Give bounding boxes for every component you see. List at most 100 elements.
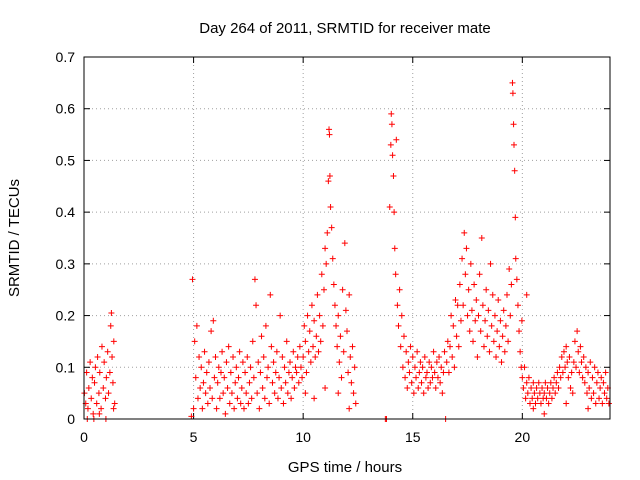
data-point <box>339 286 346 293</box>
data-point <box>466 328 473 335</box>
data-point <box>284 390 291 397</box>
data-point <box>464 312 471 319</box>
data-point <box>350 390 357 397</box>
data-point <box>294 353 301 360</box>
data-point <box>323 260 330 267</box>
data-point <box>429 374 436 381</box>
data-point <box>95 390 102 397</box>
data-point <box>495 297 502 304</box>
data-point <box>347 353 354 360</box>
data-point <box>328 224 335 231</box>
data-point <box>389 152 396 159</box>
data-point <box>564 359 571 366</box>
data-point <box>496 343 503 350</box>
data-point <box>490 338 497 345</box>
data-point <box>552 390 559 397</box>
data-point <box>523 379 530 386</box>
data-point <box>204 400 211 407</box>
x-tick-label: 0 <box>80 429 88 445</box>
data-point <box>417 359 424 366</box>
data-point <box>98 343 105 350</box>
data-point <box>486 348 493 355</box>
data-point <box>594 369 601 376</box>
data-point <box>302 338 309 345</box>
data-point <box>463 245 470 252</box>
data-point <box>388 121 395 128</box>
data-point <box>345 369 352 376</box>
data-point <box>84 405 91 412</box>
grid <box>84 57 610 419</box>
data-point <box>485 307 492 314</box>
data-point <box>411 364 418 371</box>
data-point <box>596 395 603 402</box>
data-point <box>499 333 506 340</box>
data-point <box>104 348 111 355</box>
data-point <box>455 343 462 350</box>
data-point <box>601 390 608 397</box>
data-point <box>528 384 535 391</box>
data-point <box>227 369 234 376</box>
data-point <box>509 90 516 97</box>
plot-frame <box>83 56 611 420</box>
data-point <box>530 379 537 386</box>
data-point <box>287 359 294 366</box>
data-point <box>307 359 314 366</box>
data-point <box>349 343 356 350</box>
data-point <box>311 395 318 402</box>
data-point <box>509 79 516 86</box>
data-point <box>302 390 309 397</box>
data-point <box>562 364 569 371</box>
data-point <box>199 405 206 412</box>
data-point <box>100 384 107 391</box>
data-point <box>304 312 311 319</box>
data-point <box>545 400 552 407</box>
data-point <box>543 395 550 402</box>
data-point <box>518 317 525 324</box>
data-point <box>285 369 292 376</box>
data-point <box>477 328 484 335</box>
data-point <box>342 307 349 314</box>
data-point <box>324 229 331 236</box>
data-point <box>444 338 451 345</box>
data-point <box>387 141 394 148</box>
data-point <box>230 353 237 360</box>
data-point <box>205 359 212 366</box>
data-point <box>196 353 203 360</box>
data-point <box>479 302 486 309</box>
data-point <box>234 395 241 402</box>
data-point <box>316 312 323 319</box>
data-point <box>318 271 325 278</box>
data-point <box>500 307 507 314</box>
data-point <box>494 328 501 335</box>
data-point <box>575 348 582 355</box>
data-point <box>598 374 605 381</box>
data-point <box>467 260 474 267</box>
data-point <box>329 255 336 262</box>
data-point <box>521 364 528 371</box>
data-point <box>539 384 546 391</box>
data-point <box>550 384 557 391</box>
data-point <box>341 240 348 247</box>
data-point <box>215 364 222 371</box>
data-point <box>397 343 404 350</box>
y-tick-label: 0.4 <box>56 204 76 220</box>
data-point <box>226 400 233 407</box>
data-point <box>344 328 350 335</box>
data-point <box>326 131 333 138</box>
data-point <box>425 384 432 391</box>
data-point <box>519 374 526 381</box>
data-point <box>554 369 561 376</box>
data-point <box>597 384 604 391</box>
data-point <box>311 317 318 324</box>
data-point <box>483 286 490 293</box>
data-point <box>569 390 576 397</box>
data-point <box>325 178 332 185</box>
data-point <box>587 359 594 366</box>
data-point <box>386 203 393 210</box>
data-point <box>338 374 345 381</box>
data-point <box>279 353 286 360</box>
data-point <box>453 333 460 340</box>
data-point <box>523 291 530 298</box>
data-point <box>296 343 303 350</box>
data-point <box>586 384 593 391</box>
